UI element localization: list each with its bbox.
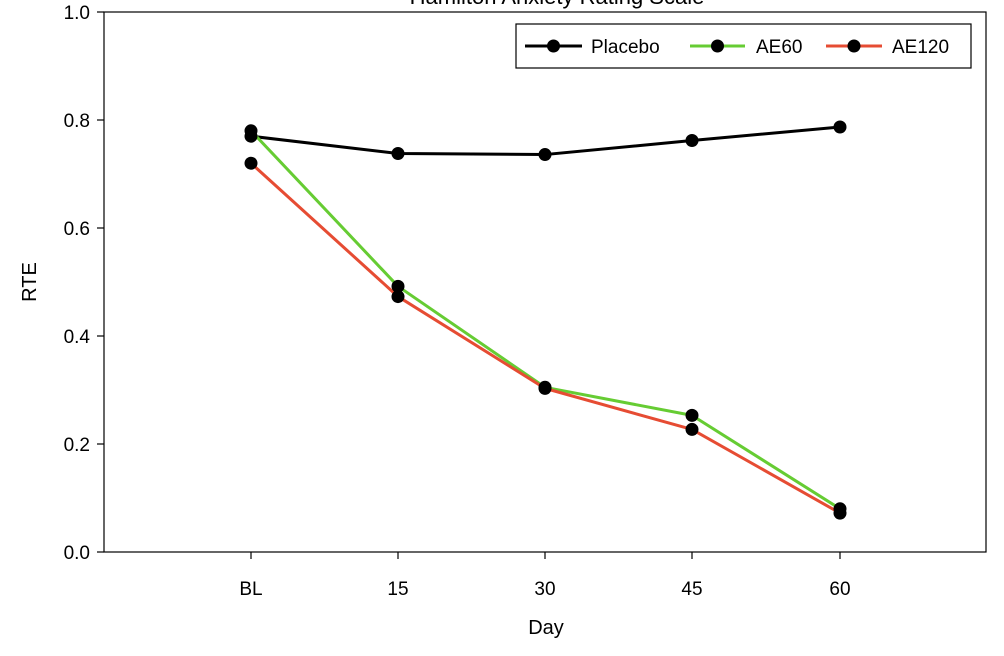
data-point-ae120: [833, 506, 847, 520]
y-tick-label: 0.6: [64, 219, 90, 240]
series-line-ae120: [249, 162, 841, 515]
plot-area: 0.0 0.2 0.4 0.6 0.8 1.0 BL 15 30 45 60 Placebo AE60 A…: [64, 3, 987, 600]
x-tick-label: 30: [534, 579, 555, 600]
data-point-ae60: [391, 279, 405, 293]
data-point-placebo: [391, 146, 405, 160]
y-tick-label: 1.0: [64, 3, 90, 24]
legend-label-ae120: AE120: [892, 37, 949, 58]
x-tick-label: 60: [829, 579, 850, 600]
data-point-placebo: [538, 148, 552, 162]
y-tick-label: 0.8: [64, 111, 90, 132]
x-tick-label: BL: [239, 579, 262, 600]
y-tick-label: 0.0: [64, 543, 90, 564]
legend-label-ae60: AE60: [756, 37, 802, 58]
y-axis-title: RTE: [19, 262, 41, 302]
y-tick-label: 0.2: [64, 435, 90, 456]
plot-frame: [103, 11, 987, 553]
legend: Placebo AE60 AE120: [515, 23, 972, 69]
data-point-ae120: [685, 422, 699, 436]
data-point-placebo: [833, 120, 847, 134]
chart-title: Hamilton Anxiety Rating Scale: [410, 0, 705, 9]
legend-marker-ae120: [847, 39, 861, 53]
data-point-ae60: [244, 124, 258, 138]
legend-marker-ae60: [711, 39, 724, 53]
data-point-ae120: [391, 290, 405, 304]
y-tick-label: 0.4: [64, 327, 91, 348]
data-point-ae120: [538, 381, 552, 395]
data-point-ae60: [685, 408, 699, 422]
data-point-ae120: [244, 156, 258, 170]
legend-label-placebo: Placebo: [591, 37, 660, 58]
data-point-placebo: [685, 134, 699, 148]
x-axis-title: Day: [528, 617, 564, 639]
series-line-ae60: [249, 129, 841, 511]
x-tick-label: 45: [681, 579, 702, 600]
legend-marker-placebo: [547, 39, 560, 53]
x-tick-label: 15: [387, 579, 408, 600]
